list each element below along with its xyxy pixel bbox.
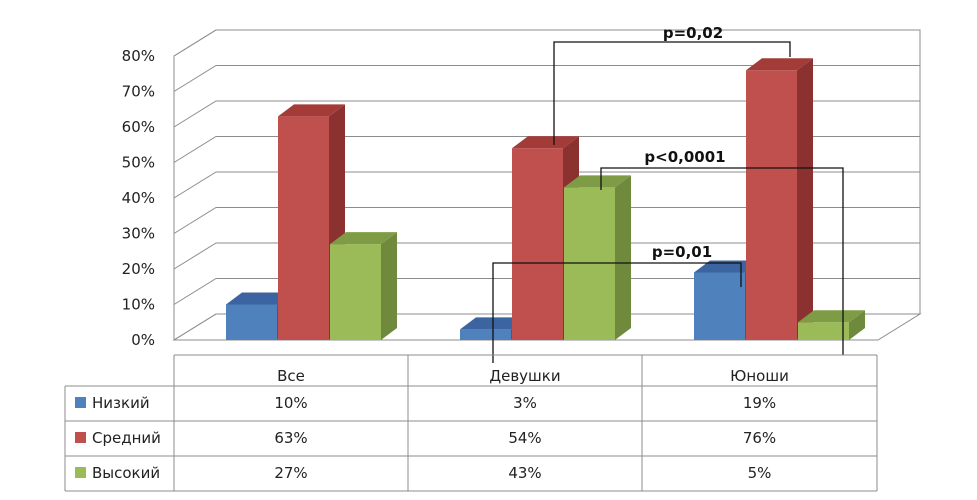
bar bbox=[564, 175, 631, 340]
table-value: 10% bbox=[274, 394, 307, 412]
y-tick-label: 60% bbox=[122, 118, 155, 136]
bar-top bbox=[278, 104, 345, 117]
bar-top bbox=[564, 175, 631, 188]
bar-front bbox=[798, 322, 849, 340]
floor bbox=[172, 313, 922, 341]
bar bbox=[746, 58, 813, 340]
table-value: 63% bbox=[274, 429, 307, 447]
y-axis-ticks: 0% 10% 20% 30% 40% 50% 60% 70% 80% bbox=[122, 47, 155, 349]
gridline bbox=[173, 65, 920, 92]
bar-top bbox=[226, 292, 293, 305]
data-table: Все Девушки Юноши Низкий 10% 3% 19% Средний 63% 5… bbox=[64, 354, 878, 492]
legend-label: Высокий bbox=[92, 464, 160, 482]
x-category-label: Девушки bbox=[489, 367, 560, 385]
table-value: 3% bbox=[513, 394, 537, 412]
legend-swatch bbox=[75, 432, 86, 443]
bar-front bbox=[330, 244, 381, 340]
legend-label: Средний bbox=[92, 429, 161, 447]
y-tick-label: 20% bbox=[122, 260, 155, 278]
bar-front bbox=[460, 329, 511, 340]
gridline bbox=[173, 207, 920, 234]
bracket-line bbox=[492, 262, 742, 363]
y-tick-label: 0% bbox=[131, 331, 155, 349]
legend-swatch bbox=[75, 397, 86, 408]
gridline bbox=[173, 29, 920, 57]
x-category-label: Юноши bbox=[730, 367, 789, 385]
gridline bbox=[173, 171, 920, 199]
y-tick-label: 10% bbox=[122, 296, 155, 314]
x-category-label: Все bbox=[277, 367, 305, 385]
significance-bracket: p<0,0001 bbox=[600, 148, 844, 355]
bar-top bbox=[330, 232, 397, 245]
bar-front bbox=[278, 116, 329, 340]
table-value: 5% bbox=[748, 464, 772, 482]
bar-front bbox=[564, 187, 615, 340]
legend-swatch bbox=[75, 467, 86, 478]
table-value: 54% bbox=[508, 429, 541, 447]
significance-bracket: p=0,01 bbox=[492, 243, 742, 363]
annotation-label: p<0,0001 bbox=[644, 148, 725, 166]
gridlines bbox=[173, 29, 920, 305]
bar bbox=[798, 310, 865, 340]
gridline bbox=[173, 100, 920, 128]
gridline bbox=[173, 242, 920, 270]
table-value: 19% bbox=[743, 394, 776, 412]
bar-front bbox=[746, 70, 797, 340]
bar-side bbox=[797, 58, 813, 340]
table-value: 43% bbox=[508, 464, 541, 482]
y-tick-label: 80% bbox=[122, 47, 155, 65]
bar-side bbox=[381, 232, 397, 340]
bar-front bbox=[512, 148, 563, 340]
bar-top bbox=[798, 310, 865, 323]
gridline bbox=[173, 278, 920, 305]
table-value: 27% bbox=[274, 464, 307, 482]
y-tick-label: 50% bbox=[122, 154, 155, 172]
bars bbox=[226, 58, 865, 340]
gridline bbox=[173, 136, 920, 163]
y-tick-label: 40% bbox=[122, 189, 155, 207]
annotation-label: p=0,02 bbox=[663, 24, 723, 42]
bar bbox=[330, 232, 397, 340]
y-tick-label: 30% bbox=[122, 225, 155, 243]
bracket-line bbox=[553, 41, 791, 145]
bracket-line bbox=[600, 167, 844, 355]
y-tick-label: 70% bbox=[122, 83, 155, 101]
bar-side bbox=[615, 175, 631, 340]
significance-bracket: p=0,02 bbox=[553, 24, 791, 145]
legend-label: Низкий bbox=[92, 394, 150, 412]
table-value: 76% bbox=[743, 429, 776, 447]
bar-front bbox=[694, 272, 745, 340]
bar-side bbox=[849, 310, 865, 340]
significance-brackets: p=0,02 p<0,0001 p=0,01 bbox=[492, 24, 844, 363]
annotation-label: p=0,01 bbox=[652, 243, 712, 261]
bar-top bbox=[746, 58, 813, 71]
bar-front bbox=[226, 304, 277, 340]
bar-top bbox=[512, 136, 579, 149]
